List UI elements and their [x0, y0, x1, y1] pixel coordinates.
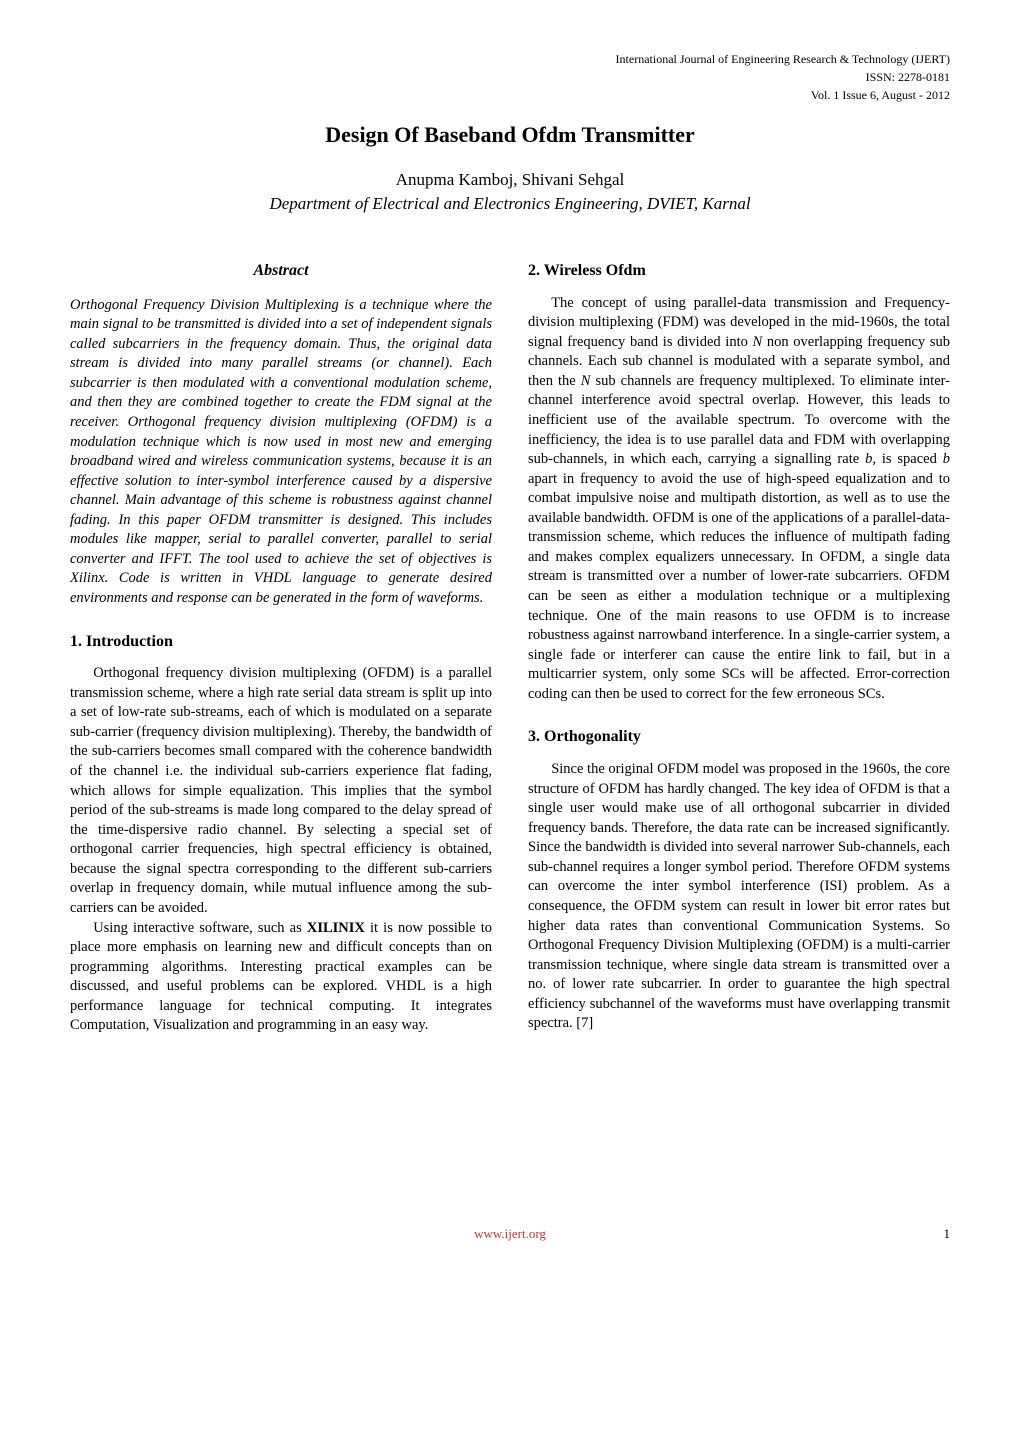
- s2p1-b1: b,: [865, 451, 876, 467]
- section-2-para-1: The concept of using parallel-data trans…: [528, 294, 950, 705]
- page-number: 1: [944, 1226, 951, 1242]
- right-column: 2. Wireless Ofdm The concept of using pa…: [528, 260, 950, 1036]
- section-1-para-1: Orthogonal frequency division multiplexi…: [70, 664, 492, 918]
- s2p1-d: is spaced: [876, 451, 943, 467]
- left-column: Abstract Orthogonal Frequency Division M…: [70, 260, 492, 1036]
- section-1-heading: 1. Introduction: [70, 631, 492, 653]
- section-2-heading: 2. Wireless Ofdm: [528, 260, 950, 282]
- columns: Abstract Orthogonal Frequency Division M…: [70, 260, 950, 1036]
- journal-issn: ISSN: 2278-0181: [70, 68, 950, 86]
- abstract-heading: Abstract: [70, 260, 492, 282]
- affiliation: Department of Electrical and Electronics…: [70, 194, 950, 214]
- journal-issue: Vol. 1 Issue 6, August - 2012: [70, 86, 950, 104]
- s2p1-b2: b: [943, 451, 950, 467]
- s1p2-bold: XILINIX: [307, 920, 365, 936]
- s2p1-N2: N: [581, 373, 591, 389]
- s2p1-N1: N: [753, 334, 763, 350]
- journal-name: International Journal of Engineering Res…: [70, 50, 950, 68]
- s1p2-pre: Using interactive software, such as: [93, 920, 307, 936]
- s2p1-e: apart in frequency to avoid the use of h…: [528, 471, 950, 702]
- footer-url: www.ijert.org: [474, 1226, 546, 1242]
- authors: Anupma Kamboj, Shivani Sehgal: [70, 170, 950, 190]
- journal-header: International Journal of Engineering Res…: [70, 50, 950, 104]
- paper-title: Design Of Baseband Ofdm Transmitter: [70, 122, 950, 148]
- s1p2-post: it is now possible to place more emphasi…: [70, 920, 492, 1034]
- section-3-heading: 3. Orthogonality: [528, 726, 950, 748]
- section-3-para-1: Since the original OFDM model was propos…: [528, 760, 950, 1034]
- section-1-para-2: Using interactive software, such as XILI…: [70, 919, 492, 1036]
- abstract-body: Orthogonal Frequency Division Multiplexi…: [70, 296, 492, 609]
- page-footer: www.ijert.org 1: [70, 1226, 950, 1242]
